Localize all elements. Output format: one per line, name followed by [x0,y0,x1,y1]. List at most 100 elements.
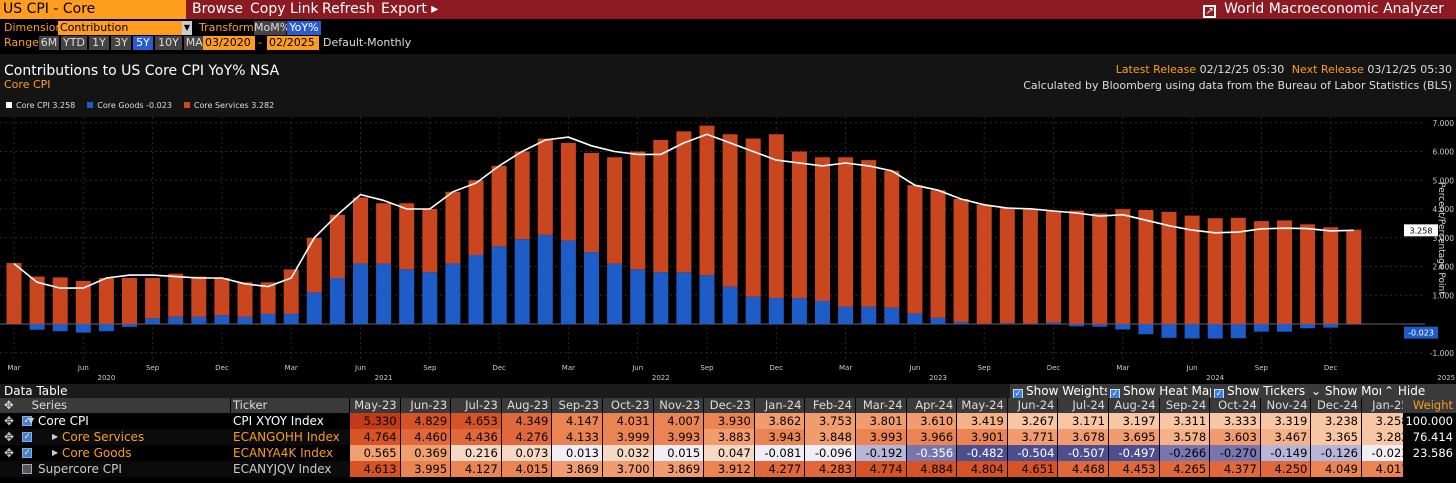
refresh-button[interactable]: Refresh [322,1,375,17]
transform-yoy-button[interactable]: YoY% [287,21,321,35]
month-column-header[interactable]: May-24 [957,398,1007,413]
range-button-5y[interactable]: 5Y [133,36,153,50]
goods-bar [1253,324,1269,332]
services-bar [75,280,91,324]
browse-button[interactable]: Browse [192,1,243,17]
month-column-header[interactable]: Jul-24 [1058,398,1108,413]
show-weights-toggle[interactable]: ✓ Show Weights [1010,384,1114,399]
ticker-column-header[interactable]: Ticker [231,398,349,413]
month-column-header[interactable]: Aug-24 [1109,398,1159,413]
series-weight: 76.414 [1403,429,1456,445]
x-tick-label: Sep [978,364,992,372]
month-column-header[interactable]: Oct-23 [603,398,653,413]
month-column-header[interactable]: Jan-25 [1362,398,1412,413]
table-row[interactable]: Supercore CPI ECANYJQV Index 4.613 3.995 4.1… [0,461,1456,477]
series-column-header[interactable]: ✥ Series [0,398,230,413]
end-date-input[interactable]: 02/2025 [267,36,319,50]
services-bar [607,157,623,264]
month-column-header[interactable]: Jun-23 [400,398,451,413]
services-bar [976,204,992,324]
row-expand-icon[interactable]: ✥ [4,446,15,460]
caret-right-icon[interactable]: ▶ [52,432,59,441]
copy-link-button[interactable]: Copy Link [250,1,319,17]
month-column-header[interactable]: Sep-24 [1159,398,1210,413]
month-column-header[interactable]: Oct-24 [1210,398,1260,413]
security-title[interactable]: US CPI - Core [0,0,186,19]
services-bar [1323,227,1339,324]
transform-mom-button[interactable]: MoM% [254,21,291,35]
series-name: Supercore CPI [38,462,122,476]
goods-bar [953,321,969,324]
row-checkbox[interactable]: ✓ [22,416,32,426]
month-column-header[interactable]: Sep-23 [552,398,602,413]
start-date-input[interactable]: 03/2020 [203,36,255,50]
table-cell: 0.369 [400,445,451,461]
show-tickers-toggle[interactable]: ✓ Show Tickers [1211,384,1309,399]
chart-svg: 7.000 6.000 5.000 4.000 3.000 2.000 1.000 -1.00… [0,117,1455,382]
month-column-header[interactable]: Dec-24 [1311,398,1361,413]
weight-column-header[interactable]: Weight ↓ [1403,398,1456,427]
row-checkbox[interactable]: ✓ [22,432,32,442]
table-cell: 4.049 [1311,461,1361,477]
export-menu[interactable]: Export ▸ [381,1,439,17]
table-cell: 3.753 [805,413,855,429]
row-checkbox[interactable]: ✓ [22,448,32,458]
services-bar [1346,229,1362,324]
month-column-header[interactable]: Jul-23 [451,398,501,413]
services-bar [1022,208,1038,324]
month-column-header[interactable]: Aug-23 [501,398,552,413]
range-button-6m[interactable]: 6M [39,36,59,50]
range-button-3y[interactable]: 3Y [111,36,131,50]
chevrons-up-icon: ⌃ [1384,384,1398,398]
month-column-header[interactable]: Jun-24 [1007,398,1058,413]
row-expand-icon[interactable]: ✥ [4,414,15,428]
services-bar [1230,217,1246,324]
month-column-header[interactable]: Nov-23 [653,398,704,413]
services-bar [29,276,45,324]
hide-table-button[interactable]: ⌃ Hide Table [1381,384,1456,412]
show-more-button[interactable]: ⌄ Show More [1308,384,1394,398]
dimension-select[interactable]: Contribution [58,21,182,35]
x-tick-label: Mar [839,364,852,372]
table-cell: 4.460 [400,429,451,445]
table-cell: 3.365 [1311,429,1361,445]
table-row[interactable]: ✥ ✓ ▶ Core Services ECANGOHH Index 4.764 4.460… [0,429,1456,445]
caret-right-icon[interactable]: ▶ [52,448,59,457]
row-checkbox[interactable] [22,464,32,474]
month-column-header[interactable]: Dec-23 [704,398,754,413]
show-heat-map-toggle[interactable]: ✓ Show Heat Map [1107,384,1220,399]
table-row[interactable]: ✥ ✓ ▼ Core CPI CPI XYOY Index 5.330 4.829 4.653… [0,413,1456,429]
table-cell: 3.603 [1210,429,1260,445]
x-year-label: 2025 [1437,374,1455,382]
services-bar [214,278,230,316]
caret-down-icon[interactable]: ▼ [28,416,35,425]
range-button-10y[interactable]: 10Y [155,36,182,50]
table-cell: 3.771 [1007,429,1058,445]
row-expand-icon[interactable]: ✥ [4,430,15,444]
x-tick-label: Sep [1255,364,1269,372]
goods-bar [1161,324,1177,338]
month-column-header[interactable]: May-23 [350,398,400,413]
chart-area[interactable]: 7.000 6.000 5.000 4.000 3.000 2.000 1.000 -1.00… [0,117,1456,384]
month-column-header[interactable]: Jan-24 [754,398,805,413]
goods-bar [1115,324,1131,330]
range-button-ytd[interactable]: YTD [61,36,87,50]
chevron-down-icon[interactable]: ▼ [182,21,192,35]
range-button-1y[interactable]: 1Y [89,36,109,50]
month-column-header[interactable]: Mar-24 [856,398,906,413]
goods-bar [745,296,761,324]
goods-bar [1184,324,1200,339]
table-cell: 0.047 [704,445,754,461]
chart-legend: Core CPI 3.258 Core Goods -0.023 Core Serv… [6,100,286,112]
table-row[interactable]: ✥ ✓ ▶ Core Goods ECANYA4K Index 0.565 0.369 0.2… [0,445,1456,461]
table-cell: 4.884 [906,461,957,477]
month-column-header[interactable]: Apr-24 [906,398,957,413]
app-brand[interactable]: ↗ World Macroeconomic Analyzer [1203,0,1444,19]
frequency-select[interactable]: Default-Monthly [323,36,412,49]
legend-label: Core Services 3.282 [193,101,275,110]
table-cell: 3.258 [1362,413,1412,429]
x-tick-label: Mar [562,364,575,372]
month-column-header[interactable]: Nov-24 [1260,398,1311,413]
month-column-header[interactable]: Feb-24 [805,398,855,413]
table-cell: 3.419 [957,413,1007,429]
